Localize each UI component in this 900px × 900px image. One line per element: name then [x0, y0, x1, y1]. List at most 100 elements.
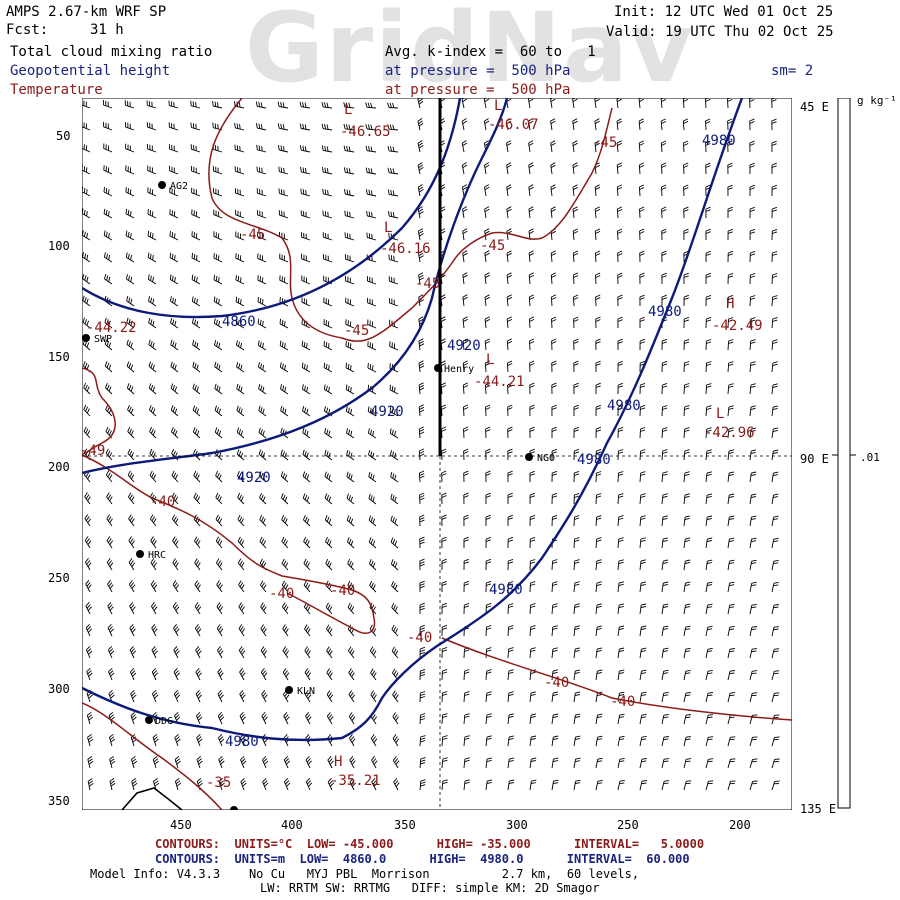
wind-barb-shaft — [82, 169, 91, 175]
wind-barb-feather — [132, 672, 137, 677]
wind-barb-shaft — [214, 322, 223, 329]
wind-barb-feather — [595, 341, 601, 344]
wind-barb-feather — [282, 451, 285, 457]
wind-barb-feather — [705, 253, 711, 256]
wind-barb-feather — [365, 145, 368, 151]
wind-barb-feather — [151, 624, 156, 629]
wind-barb-shaft — [683, 384, 685, 395]
wind-barb-feather — [176, 694, 181, 699]
wind-barb-feather — [596, 672, 602, 675]
wind-barb-feather — [617, 208, 623, 212]
wind-barb-shaft — [130, 693, 135, 703]
wind-barb-feather — [618, 404, 624, 408]
wind-barb-feather — [750, 275, 756, 278]
wind-barb-feather — [303, 536, 307, 542]
wind-barb-feather — [419, 409, 425, 413]
wind-barb-feather — [707, 738, 713, 741]
wind-barb-feather — [198, 738, 203, 743]
wind-barb-feather — [420, 696, 426, 699]
wind-barb-feather — [749, 162, 755, 166]
wind-barb-feather — [368, 515, 372, 521]
wind-barb-feather — [507, 473, 513, 476]
wind-barb-feather — [84, 275, 87, 281]
wind-barb-feather — [110, 760, 116, 765]
wind-barb-feather — [258, 427, 261, 433]
wind-barb-feather — [392, 538, 396, 544]
wind-barb-feather — [328, 408, 331, 414]
wind-barb-feather — [302, 427, 305, 433]
wind-barb-shaft — [345, 323, 355, 329]
wind-barb-feather — [84, 536, 89, 541]
wind-barb-feather — [728, 407, 734, 410]
wind-barb-shaft — [106, 496, 113, 505]
wind-barb-feather — [87, 711, 92, 716]
wind-barb-feather — [574, 694, 580, 697]
wind-barb-feather — [619, 716, 625, 719]
wind-barb-feather — [750, 341, 756, 344]
wind-barb-feather — [706, 493, 713, 496]
wind-barb-feather — [664, 780, 670, 782]
wind-barb-feather — [551, 297, 557, 300]
wind-barb-feather — [280, 102, 283, 108]
wind-barb-feather — [153, 672, 159, 677]
wind-barb-shaft — [573, 671, 576, 681]
watermark: GridNav — [245, 0, 695, 104]
wind-barb-shaft — [617, 560, 620, 571]
wind-barb-shaft — [595, 582, 598, 593]
wind-barb-feather — [329, 694, 334, 699]
wind-barb-feather — [302, 515, 306, 520]
wind-barb-feather — [280, 493, 284, 499]
wind-barb-shaft — [484, 275, 487, 285]
wind-barb-feather — [663, 669, 669, 672]
wind-barb-feather — [441, 492, 447, 496]
wind-barb-shaft — [84, 496, 91, 505]
wind-barb-shaft — [368, 476, 377, 483]
wind-barb-shaft — [216, 584, 223, 593]
wind-barb-feather — [85, 167, 88, 173]
wind-barb-shaft — [462, 406, 465, 417]
wind-barb-feather — [236, 123, 239, 129]
wind-barb-shaft — [301, 106, 311, 109]
wind-barb-feather — [390, 189, 393, 195]
wind-barb-feather — [321, 101, 324, 108]
wind-barb-shaft — [82, 104, 91, 109]
wind-barb-feather — [486, 713, 492, 716]
wind-barb-feather — [194, 341, 197, 347]
wind-barb-shaft — [151, 627, 157, 637]
wind-barb-shaft — [367, 280, 377, 285]
wind-barb-feather — [640, 382, 646, 386]
wind-barb-feather — [486, 558, 492, 562]
wind-barb-shaft — [683, 781, 687, 791]
wind-barb-feather — [87, 540, 92, 545]
wind-barb-feather — [463, 583, 469, 586]
wind-barb-feather — [280, 167, 283, 173]
wind-barb-shaft — [302, 388, 311, 395]
wind-barb-feather — [419, 517, 425, 520]
wind-barb-feather — [176, 760, 181, 765]
wind-barb-feather — [661, 294, 667, 298]
wind-barb-feather — [663, 736, 669, 738]
wind-barb-feather — [241, 650, 246, 655]
wind-barb-feather — [87, 670, 92, 675]
wind-barb-shaft — [324, 519, 333, 527]
wind-barb-feather — [148, 361, 152, 367]
wind-barb-feather — [87, 778, 93, 782]
wind-barb-shaft — [239, 693, 245, 703]
wind-barb-feather — [389, 384, 391, 390]
wind-barb-feather — [640, 404, 646, 408]
wind-barb-feather — [772, 383, 778, 386]
wind-barb-shaft — [147, 257, 157, 263]
wind-barb-feather — [441, 470, 447, 474]
wind-barb-shaft — [389, 345, 399, 351]
wind-barb-feather — [127, 448, 131, 454]
wind-barb-feather — [462, 142, 468, 146]
station-label: KLN — [297, 686, 315, 697]
wind-barb-feather — [661, 165, 667, 168]
wind-barb-shaft — [107, 627, 113, 637]
wind-barb-feather — [572, 98, 578, 102]
wind-barb-feather — [87, 756, 93, 760]
wind-barb-feather — [348, 516, 352, 522]
wind-barb-feather — [277, 101, 280, 107]
wind-barb-feather — [728, 363, 734, 366]
wind-barb-shaft — [463, 736, 466, 747]
